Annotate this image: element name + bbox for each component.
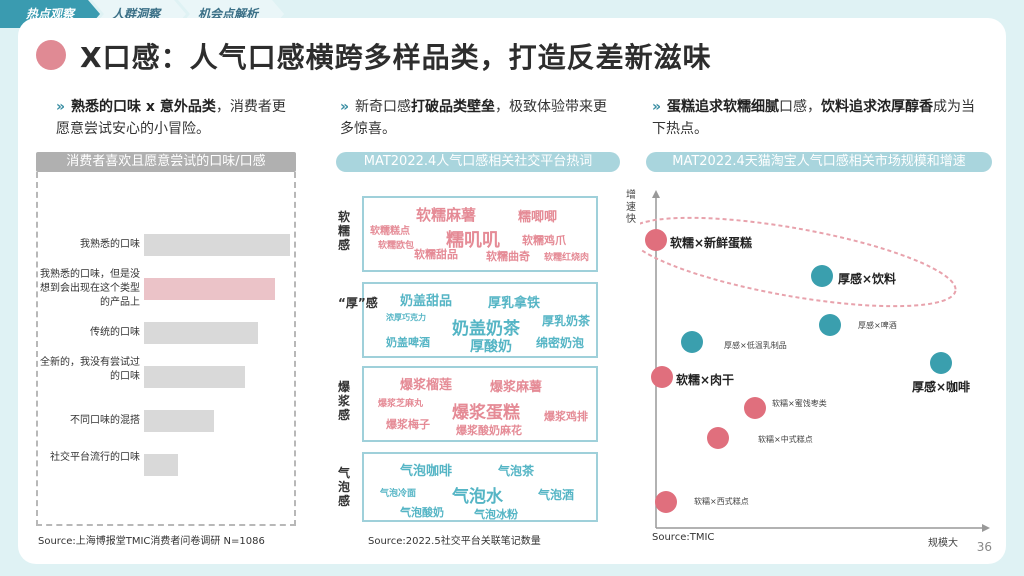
col1-headline: » 熟悉的口味 x 意外品类，消费者更愿意尝试安心的小冒险。 [56,99,286,137]
scatter-label: 软糯×肉干 [676,373,735,387]
hot-word: 奶盖奶茶 [452,319,520,339]
word-cloud-box: 奶盖甜品 厚乳拿铁浓厚巧克力奶盖奶茶 厚乳奶茶奶盖啤酒 厚酸奶 绵密奶泡 [362,282,598,358]
hot-word: 软糯曲奇 [486,250,530,263]
word-cloud-category: 软糯感 [338,210,351,252]
bar-label: 我熟悉的口味 [80,239,140,250]
hot-word: 爆浆麻薯 [490,380,543,395]
word-cloud-category: 爆浆感 [338,380,351,422]
hot-word: 奶盖甜品 [400,294,453,309]
hot-word: 气泡水 [452,487,503,507]
page-number: 36 [976,540,992,554]
word-cloud-box: 气泡咖啡 气泡茶气泡冷面 气泡水 气泡酒气泡酸奶 气泡冰粉 [362,452,598,522]
scatter-point [811,265,833,287]
hot-word: 气泡冷面 [380,489,417,499]
highlight-ellipse [640,216,957,308]
hot-word: 厚乳拿铁 [488,296,541,311]
col1-source: Source:上海博报堂TMIC消费者问卷调研 N=1086 [38,536,265,547]
hot-word: 气泡茶 [498,464,535,478]
hot-word: 爆浆榴莲 [400,378,453,393]
bar-label: 不同口味的混搭 [70,415,140,426]
hot-word: 糯叽叽 [446,230,500,251]
hot-word: 软糯糕点 [370,226,410,237]
hot-word: 爆浆酸奶麻花 [456,424,522,437]
scatter-point [651,366,673,388]
scatter-point [930,352,952,374]
bar [144,234,290,256]
hot-word: 软糯欧包 [378,241,415,251]
col1-banner: 消费者喜欢且愿意尝试的口味/口感 [36,152,296,172]
bar [144,278,275,300]
scatter-point [819,314,841,336]
x-axis-arrow-icon [982,524,990,532]
hot-word: 软糯甜品 [414,248,458,261]
col3-source: Source:TMIC [652,532,715,543]
chevron-icon: » [340,99,350,115]
scatter-label: 软糯×新鲜蛋糕 [670,236,753,250]
col2-source: Source:2022.5社交平台关联笔记数量 [368,536,541,547]
scatter-label: 软糯×蜜饯枣类 [772,399,827,408]
hot-word: 气泡酒 [538,488,575,502]
scatter-label: 软糯×西式糕点 [694,497,749,506]
scatter-label: 软糯×中式糕点 [758,435,813,444]
bar-label: 传统的口味 [90,327,140,338]
bar-label: 全新的，我没有尝试过的口味 [40,357,140,382]
word-cloud-category: “厚”感 [338,296,378,310]
hot-word: 气泡冰粉 [474,508,518,521]
hot-word: 气泡酸奶 [400,506,444,519]
chevron-icon: » [56,99,66,115]
bar [144,454,178,476]
scatter-point [655,491,677,513]
page-title: X口感：人气口感横跨多样品类，打造反差新滋味 [80,41,712,74]
col3-banner: MAT2022.4天猫淘宝人气口感相关市场规模和增速 [646,152,992,172]
scatter-axes [640,190,990,532]
hot-word: 爆浆蛋糕 [452,403,520,423]
hot-word: 厚乳奶茶 [542,314,591,328]
hot-word: 爆浆梅子 [386,418,430,431]
scatter-point [645,229,667,251]
y-axis-arrow-icon [652,190,660,198]
title-decoration [36,40,80,70]
bar-label: 社交平台流行的口味 [50,452,140,463]
word-cloud-category: 气泡感 [338,466,351,508]
hot-word: 软糯麻薯 [416,206,477,224]
col2-banner: MAT2022.4人气口感相关社交平台热词 [336,152,620,172]
word-cloud-box: 软糯麻薯 糯唧唧软糯糕点 糯叽叽 软糯鸡爪软糯欧包 软糯甜品 软糯曲奇 软糯红烧肉 [362,196,598,272]
scatter-label: 厚感×啤酒 [858,321,897,330]
scatter-point [744,397,766,419]
bar-chart-panel [36,172,296,526]
hot-word: 软糯红烧肉 [544,253,590,263]
scatter-label: 厚感×咖啡 [912,380,971,394]
bar [144,410,214,432]
scatter-point [707,427,729,449]
bar [144,322,258,344]
col3-headline: » 蛋糕追求软糯细腻口感，饮料追求浓厚醇香成为当下热点。 [652,99,976,137]
bar-label: 我熟悉的口味，但是没想到会出现在这个类型的产品上 [40,269,140,308]
hot-word: 糯唧唧 [518,210,558,225]
hot-word: 厚酸奶 [470,339,512,355]
x-axis-label: 规模大 [928,538,958,549]
scatter-label: 厚感×低温乳制品 [724,341,787,350]
hot-word: 软糯鸡爪 [522,234,566,247]
hot-word: 绵密奶泡 [536,336,585,350]
word-cloud-box: 爆浆榴莲 爆浆麻薯爆浆芝麻丸 爆浆蛋糕 爆浆鸡排爆浆梅子 爆浆酸奶麻花 [362,366,598,442]
hot-word: 奶盖啤酒 [386,336,430,349]
hot-word: 浓厚巧克力 [386,313,426,322]
scatter-point [681,331,703,353]
hot-word: 爆浆芝麻丸 [378,399,424,409]
chevron-icon: » [652,99,662,115]
scatter-label: 厚感×饮料 [838,272,897,286]
hot-word: 爆浆鸡排 [544,410,588,423]
hot-word: 气泡咖啡 [400,464,453,479]
col2-headline: » 新奇口感打破品类壁垒，极致体验带来更多惊喜。 [340,99,608,137]
y-axis-label: 增速快 [626,190,636,225]
bar [144,366,245,388]
